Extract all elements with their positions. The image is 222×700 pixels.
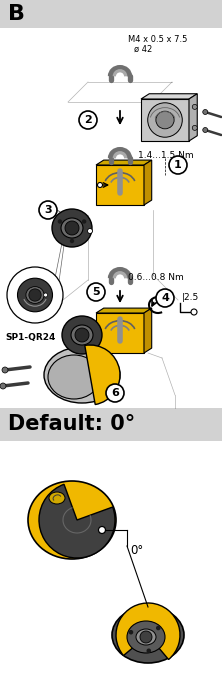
Wedge shape	[39, 484, 115, 558]
Polygon shape	[144, 308, 152, 353]
Circle shape	[75, 328, 89, 342]
Circle shape	[0, 383, 6, 389]
Text: 5: 5	[92, 287, 100, 297]
Text: SP1-QR24: SP1-QR24	[5, 333, 55, 342]
Text: 1.4...1.5 Nm: 1.4...1.5 Nm	[138, 151, 194, 160]
Bar	[0, 0, 222, 28]
Text: 1: 1	[174, 160, 182, 170]
Circle shape	[70, 239, 74, 243]
Ellipse shape	[18, 278, 52, 312]
Ellipse shape	[48, 355, 100, 399]
Circle shape	[192, 125, 197, 130]
Wedge shape	[85, 345, 120, 405]
Circle shape	[44, 293, 48, 297]
Circle shape	[169, 156, 187, 174]
Circle shape	[87, 283, 105, 301]
Circle shape	[65, 221, 79, 235]
Ellipse shape	[136, 629, 156, 645]
Circle shape	[39, 201, 57, 219]
Ellipse shape	[148, 103, 182, 137]
Circle shape	[87, 228, 93, 234]
Circle shape	[79, 111, 97, 129]
Circle shape	[58, 219, 62, 224]
Ellipse shape	[44, 347, 120, 403]
Circle shape	[2, 367, 8, 373]
Circle shape	[140, 631, 152, 643]
Text: 6: 6	[111, 388, 119, 398]
Polygon shape	[96, 165, 144, 205]
Text: 0.6...0.8 Nm: 0.6...0.8 Nm	[128, 273, 184, 282]
Circle shape	[99, 526, 105, 533]
Text: 4: 4	[161, 293, 169, 303]
Circle shape	[156, 626, 161, 630]
Ellipse shape	[127, 621, 165, 653]
Polygon shape	[141, 99, 189, 141]
Wedge shape	[116, 603, 180, 659]
Polygon shape	[189, 94, 197, 141]
Text: 3: 3	[44, 205, 52, 215]
Ellipse shape	[61, 218, 83, 238]
Ellipse shape	[28, 481, 116, 559]
Text: |2.5: |2.5	[182, 293, 199, 302]
Text: Default: 0°: Default: 0°	[8, 414, 135, 435]
Circle shape	[147, 648, 151, 653]
Text: ø 42: ø 42	[134, 45, 152, 54]
Bar	[0, 408, 222, 441]
Polygon shape	[141, 94, 197, 99]
Ellipse shape	[26, 286, 44, 303]
Circle shape	[82, 219, 86, 224]
Circle shape	[156, 289, 174, 307]
Text: B: B	[8, 4, 25, 24]
Ellipse shape	[52, 209, 92, 247]
Text: M4 x 0.5 x 7.5: M4 x 0.5 x 7.5	[128, 35, 187, 44]
Polygon shape	[96, 160, 152, 165]
Circle shape	[29, 289, 41, 301]
Ellipse shape	[112, 607, 184, 663]
Ellipse shape	[62, 316, 102, 354]
Circle shape	[106, 384, 124, 402]
Polygon shape	[96, 308, 152, 313]
Text: 0°: 0°	[130, 543, 143, 556]
Circle shape	[192, 104, 197, 109]
Circle shape	[97, 183, 103, 188]
Text: 2: 2	[84, 115, 92, 125]
Circle shape	[203, 127, 208, 132]
Circle shape	[7, 267, 63, 323]
Circle shape	[203, 109, 208, 115]
Circle shape	[129, 630, 133, 634]
Ellipse shape	[49, 492, 65, 504]
Polygon shape	[144, 160, 152, 205]
Ellipse shape	[156, 111, 174, 129]
Circle shape	[191, 309, 197, 315]
Ellipse shape	[71, 325, 93, 345]
Polygon shape	[96, 313, 144, 353]
